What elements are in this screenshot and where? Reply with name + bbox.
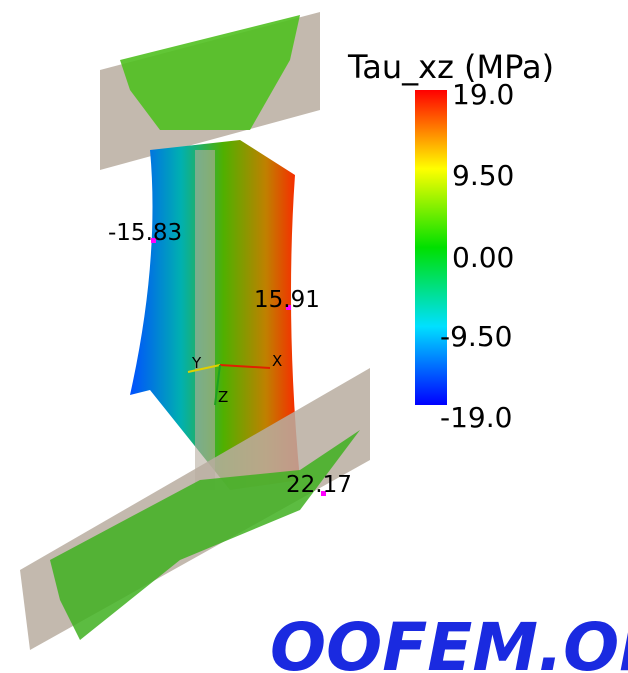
probe-label: 22.17 — [286, 472, 352, 498]
logo: OOFEM.OR — [270, 609, 628, 673]
probe-label: 15.91 — [254, 287, 320, 313]
colorbar-title: Tau_xz (MPa) — [347, 48, 554, 86]
probe-label: -15.83 — [108, 220, 182, 246]
axis-label: X — [272, 352, 282, 370]
viewport: X Y Z -15.83 15.91 22.17 Tau_xz (MPa) 19… — [0, 0, 628, 673]
colorbar-tick: -9.50 — [440, 320, 512, 353]
model: X Y Z -15.83 15.91 22.17 — [20, 12, 370, 650]
colorbar: Tau_xz (MPa) 19.0 9.50 0.00 -9.50 -19.0 — [347, 48, 554, 434]
colorbar-tick: -19.0 — [440, 401, 512, 434]
web — [195, 150, 215, 490]
colorbar-tick: 19.0 — [452, 78, 514, 111]
colorbar-tick: 0.00 — [452, 241, 514, 274]
axis-label: Y — [191, 354, 202, 372]
axis-label: Z — [218, 388, 228, 406]
colorbar-tick: 9.50 — [452, 159, 514, 192]
colorbar-scale — [415, 90, 447, 405]
